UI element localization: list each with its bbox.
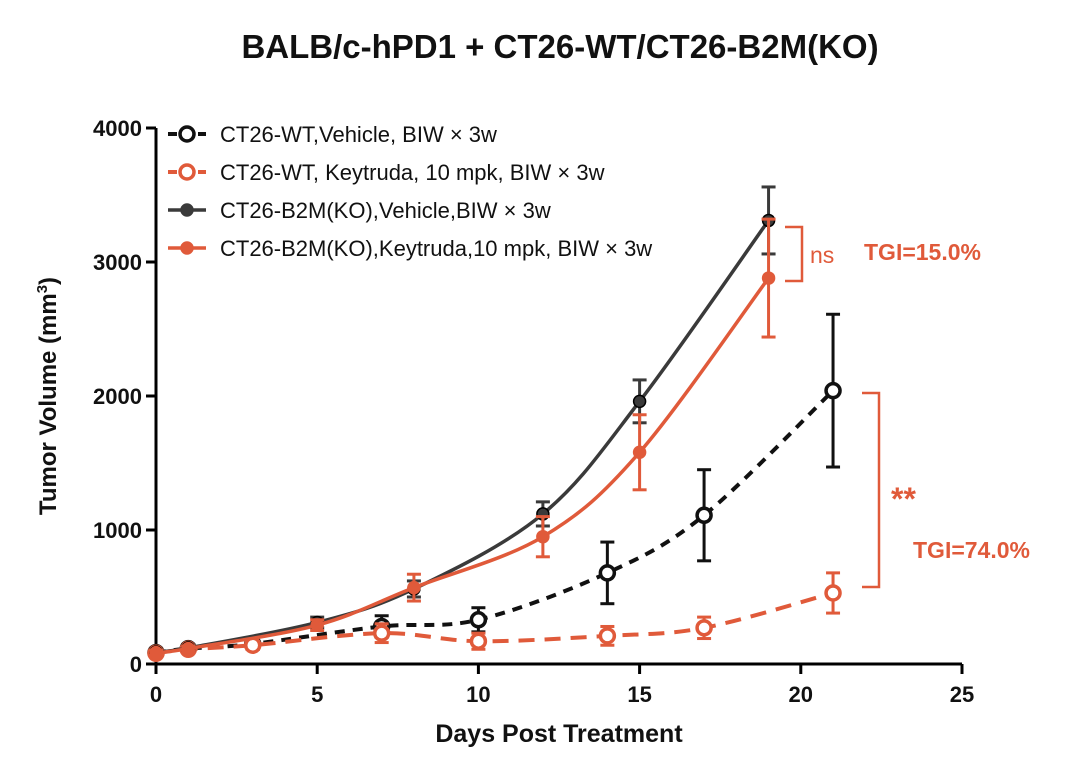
series-3 — [149, 217, 776, 660]
tgi-top-label: TGI=15.0% — [864, 239, 981, 265]
data-point — [632, 445, 647, 460]
data-point — [469, 611, 488, 629]
data-point — [824, 381, 842, 400]
ns-label: ns — [810, 242, 834, 268]
legend-marker — [178, 163, 196, 181]
significance-bracket — [862, 391, 881, 589]
series-0 — [147, 312, 842, 662]
data-point — [695, 506, 713, 525]
legend-item-0: CT26-WT,Vehicle, BIW × 3w — [168, 122, 497, 147]
series-1 — [147, 571, 842, 663]
data-point — [536, 529, 550, 544]
legend-label: CT26-WT, Keytruda, 10 mpk, BIW × 3w — [220, 160, 605, 185]
legend-label: CT26-B2M(KO),Vehicle,BIW × 3w — [220, 198, 551, 223]
series-line — [155, 219, 770, 654]
y-tick-label: 4000 — [93, 116, 142, 141]
data-point — [632, 394, 647, 409]
y-ticks-group: 0 1000 2000 3000 4000 — [93, 116, 156, 677]
legend-marker — [180, 241, 194, 255]
legend-marker — [180, 203, 194, 217]
x-tick-label: 10 — [466, 682, 490, 707]
data-point — [149, 645, 163, 660]
y-tick-label: 1000 — [93, 518, 142, 543]
ns-bracket — [785, 225, 804, 283]
series-line — [155, 389, 835, 655]
data-point — [598, 564, 617, 582]
y-axis-label: Tumor Volume (mm3) — [34, 277, 62, 515]
y-axis-label-main: Tumor Volume (mm — [35, 293, 62, 515]
data-point — [469, 632, 488, 650]
x-tick-label: 5 — [311, 682, 323, 707]
legend-label: CT26-B2M(KO),Keytruda,10 mpk, BIW × 3w — [220, 236, 652, 261]
series-line — [155, 277, 770, 655]
legend: CT26-WT,Vehicle, BIW × 3w CT26-WT, Keytru… — [168, 122, 652, 261]
y-axis-label-superscript: 3 — [34, 285, 51, 293]
legend-label: CT26-WT,Vehicle, BIW × 3w — [220, 122, 497, 147]
x-tick-label: 0 — [150, 682, 162, 707]
x-ticks-group: 0 5 10 15 20 25 — [150, 664, 974, 707]
data-point — [695, 619, 713, 637]
data-point — [372, 624, 391, 642]
series-layer — [147, 185, 842, 663]
x-tick-label: 15 — [627, 682, 651, 707]
x-tick-label: 25 — [950, 682, 974, 707]
legend-item-2: CT26-B2M(KO),Vehicle,BIW × 3w — [168, 198, 551, 223]
y-axis-label-close: ) — [35, 277, 62, 285]
y-tick-label: 0 — [130, 652, 142, 677]
significance-stars: ** — [891, 481, 916, 517]
y-tick-label: 3000 — [93, 250, 142, 275]
tgi-bottom-label: TGI=74.0% — [913, 537, 1030, 563]
legend-marker — [178, 125, 196, 143]
data-point — [310, 618, 324, 632]
data-point — [407, 580, 421, 595]
x-axis-label: Days Post Treatment — [435, 720, 683, 748]
legend-item-1: CT26-WT, Keytruda, 10 mpk, BIW × 3w — [168, 160, 605, 185]
data-point — [598, 627, 617, 645]
data-point — [761, 271, 776, 285]
data-point — [181, 641, 195, 656]
legend-item-3: CT26-B2M(KO),Keytruda,10 mpk, BIW × 3w — [168, 236, 652, 261]
annotations-group: ns TGI=15.0% ** TGI=74.0% — [785, 225, 1030, 589]
x-tick-label: 20 — [789, 682, 813, 707]
data-point — [824, 584, 842, 602]
chart-title: BALB/c-hPD1 + CT26-WT/CT26-B2M(KO) — [241, 28, 878, 65]
y-tick-label: 2000 — [93, 384, 142, 409]
